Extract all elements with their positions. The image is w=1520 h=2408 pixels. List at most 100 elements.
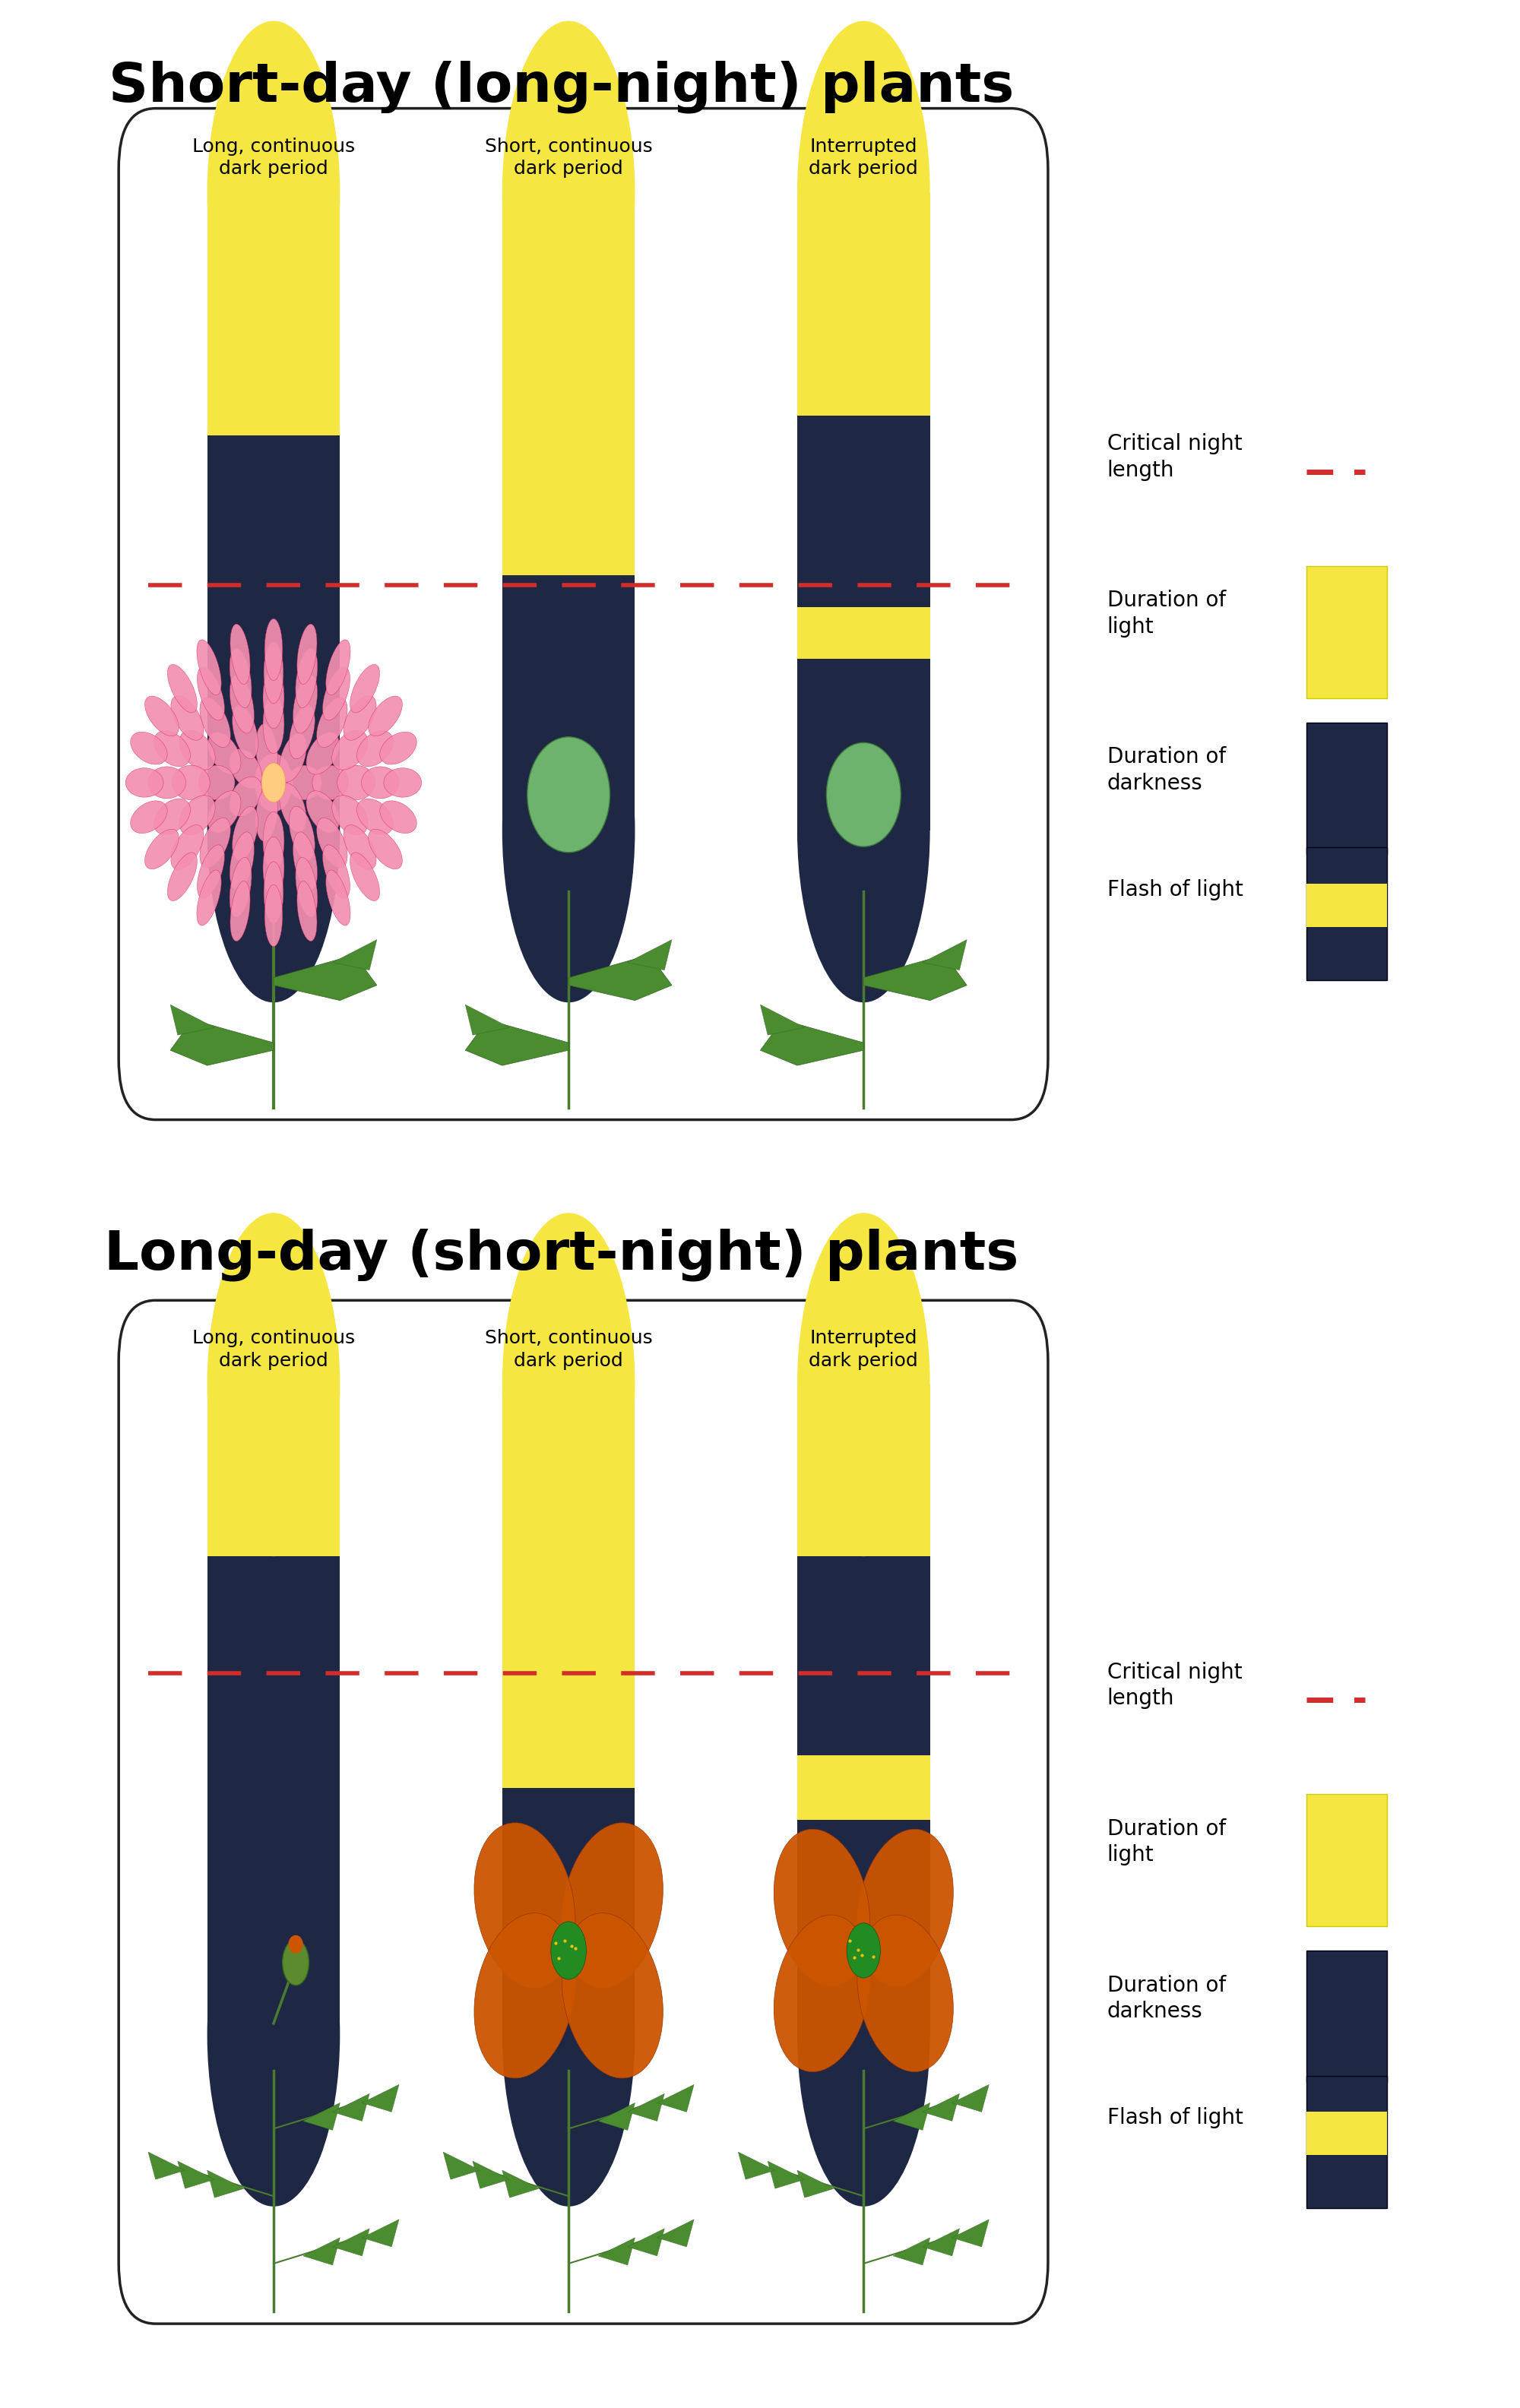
- Ellipse shape: [230, 624, 251, 684]
- Bar: [796, 1385, 930, 1527]
- Bar: [796, 672, 930, 831]
- Ellipse shape: [541, 811, 555, 833]
- Ellipse shape: [154, 799, 190, 836]
- Ellipse shape: [264, 643, 283, 703]
- Ellipse shape: [306, 790, 339, 833]
- Polygon shape: [597, 2237, 635, 2266]
- Ellipse shape: [230, 749, 261, 787]
- Ellipse shape: [316, 819, 347, 867]
- Ellipse shape: [264, 619, 283, 681]
- Polygon shape: [333, 939, 377, 970]
- Ellipse shape: [230, 857, 252, 917]
- Ellipse shape: [208, 732, 240, 775]
- Ellipse shape: [263, 811, 284, 872]
- Text: Long, continuous
dark period: Long, continuous dark period: [192, 1329, 356, 1370]
- Bar: [796, 660, 930, 831]
- Ellipse shape: [264, 884, 283, 946]
- Bar: [796, 1820, 930, 2035]
- Ellipse shape: [322, 845, 350, 898]
- Bar: [1306, 848, 1388, 980]
- Ellipse shape: [527, 737, 610, 852]
- Ellipse shape: [380, 732, 416, 763]
- Polygon shape: [333, 2093, 369, 2121]
- Polygon shape: [894, 2237, 930, 2266]
- Bar: [502, 1864, 635, 2035]
- Ellipse shape: [562, 742, 575, 766]
- Ellipse shape: [144, 828, 179, 869]
- Bar: [502, 193, 635, 576]
- Ellipse shape: [296, 624, 318, 684]
- Text: Flash of light: Flash of light: [1107, 2107, 1243, 2129]
- Ellipse shape: [562, 824, 575, 848]
- Text: Duration of
light: Duration of light: [1107, 1818, 1225, 1866]
- Ellipse shape: [883, 785, 897, 804]
- Polygon shape: [657, 2220, 695, 2247]
- Bar: [502, 576, 635, 831]
- Ellipse shape: [196, 641, 222, 696]
- Ellipse shape: [362, 766, 400, 799]
- Polygon shape: [568, 956, 672, 999]
- Ellipse shape: [839, 811, 851, 831]
- Ellipse shape: [312, 766, 348, 799]
- Bar: [1306, 722, 1388, 855]
- Ellipse shape: [796, 1864, 930, 2206]
- Bar: [502, 660, 635, 831]
- Bar: [207, 1385, 340, 1556]
- Bar: [796, 417, 930, 607]
- Ellipse shape: [541, 756, 555, 778]
- Ellipse shape: [325, 869, 350, 925]
- Ellipse shape: [167, 852, 198, 901]
- Text: Duration of
light: Duration of light: [1107, 590, 1225, 638]
- Ellipse shape: [170, 696, 204, 739]
- Ellipse shape: [289, 706, 315, 759]
- Ellipse shape: [208, 790, 240, 833]
- Polygon shape: [465, 1004, 509, 1035]
- Ellipse shape: [774, 1830, 869, 1987]
- Ellipse shape: [474, 1912, 576, 2078]
- Ellipse shape: [293, 831, 318, 891]
- Ellipse shape: [383, 768, 421, 797]
- Polygon shape: [628, 2093, 664, 2121]
- Ellipse shape: [154, 730, 190, 766]
- Text: Duration of
darkness: Duration of darkness: [1107, 746, 1225, 795]
- Polygon shape: [923, 2227, 959, 2256]
- Ellipse shape: [344, 826, 377, 869]
- Polygon shape: [628, 2227, 664, 2256]
- Ellipse shape: [325, 641, 350, 696]
- Ellipse shape: [230, 648, 252, 708]
- Ellipse shape: [357, 730, 394, 766]
- Bar: [796, 1864, 930, 2035]
- Text: Flash of light: Flash of light: [1107, 879, 1243, 901]
- Ellipse shape: [331, 730, 368, 771]
- Ellipse shape: [199, 698, 231, 746]
- Ellipse shape: [796, 22, 930, 364]
- Ellipse shape: [199, 766, 236, 799]
- Bar: [502, 1385, 635, 1556]
- Ellipse shape: [876, 811, 888, 831]
- Ellipse shape: [230, 778, 261, 816]
- Ellipse shape: [280, 783, 307, 833]
- Ellipse shape: [582, 756, 596, 778]
- Bar: [1306, 884, 1388, 927]
- Ellipse shape: [289, 807, 315, 860]
- Ellipse shape: [255, 785, 278, 840]
- Text: Critical night
length: Critical night length: [1107, 433, 1242, 482]
- Ellipse shape: [857, 1830, 953, 1987]
- Polygon shape: [952, 2085, 990, 2112]
- Ellipse shape: [331, 795, 368, 836]
- Ellipse shape: [562, 1823, 663, 1989]
- Ellipse shape: [296, 881, 318, 942]
- Ellipse shape: [350, 665, 380, 713]
- Circle shape: [550, 1922, 587, 1979]
- Ellipse shape: [207, 22, 340, 364]
- Circle shape: [847, 1924, 880, 1977]
- Ellipse shape: [859, 821, 869, 843]
- Ellipse shape: [198, 845, 225, 898]
- Ellipse shape: [796, 1214, 930, 1556]
- Polygon shape: [302, 2237, 340, 2266]
- Bar: [796, 193, 930, 364]
- Ellipse shape: [287, 766, 322, 799]
- Ellipse shape: [198, 667, 225, 720]
- Polygon shape: [302, 2102, 340, 2131]
- Ellipse shape: [179, 730, 216, 771]
